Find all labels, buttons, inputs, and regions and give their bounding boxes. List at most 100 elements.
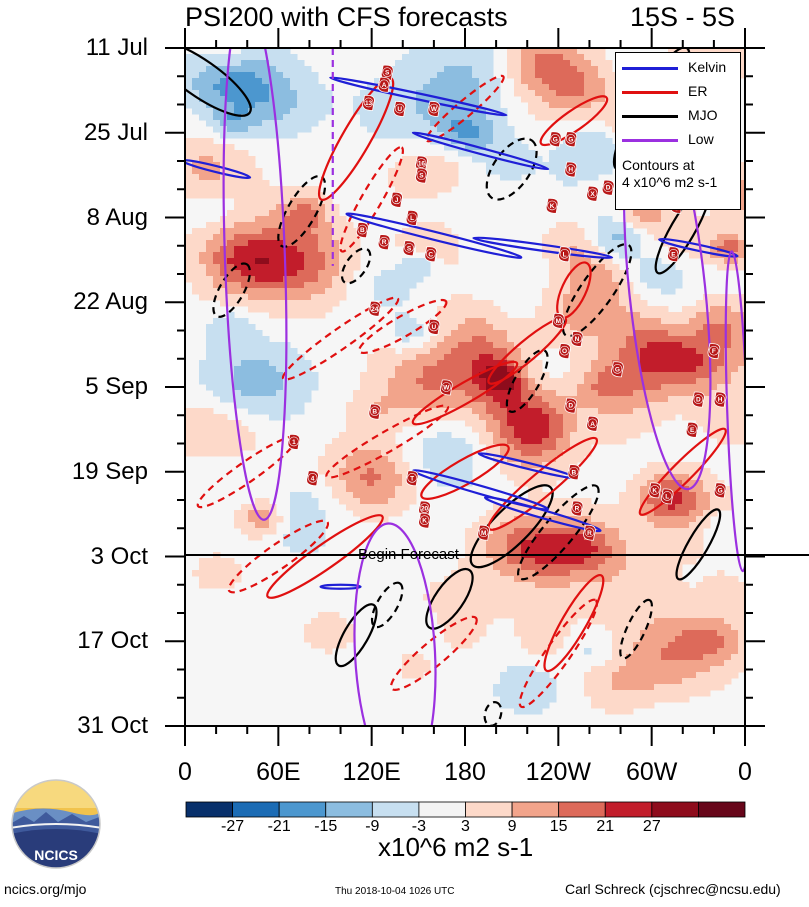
anomaly-cell (696, 300, 704, 307)
anomaly-cell (381, 300, 389, 307)
anomaly-cell (556, 612, 564, 619)
anomaly-cell (696, 330, 704, 337)
anomaly-cell (185, 264, 193, 271)
anomaly-cell (199, 414, 207, 421)
anomaly-cell (192, 174, 200, 181)
anomaly-cell (409, 72, 417, 79)
anomaly-cell (227, 78, 235, 85)
anomaly-cell (269, 132, 277, 139)
anomaly-cell (262, 186, 270, 193)
anomaly-cell (577, 600, 585, 607)
anomaly-cell (507, 360, 515, 367)
anomaly-cell (668, 348, 676, 355)
anomaly-cell (430, 78, 438, 85)
anomaly-cell (276, 402, 284, 409)
anomaly-cell (584, 276, 592, 283)
anomaly-cell (605, 294, 613, 301)
anomaly-cell (668, 642, 676, 649)
anomaly-cell (346, 414, 354, 421)
anomaly-cell (304, 636, 312, 643)
anomaly-cell (507, 444, 515, 451)
anomaly-cell (731, 402, 739, 409)
anomaly-cell (290, 312, 298, 319)
anomaly-cell (717, 366, 725, 373)
anomaly-cell (675, 516, 683, 523)
anomaly-cell (185, 252, 193, 259)
anomaly-cell (465, 606, 473, 613)
anomaly-cell (290, 84, 298, 91)
anomaly-cell (395, 474, 403, 481)
anomaly-cell (612, 318, 620, 325)
anomaly-cell (486, 306, 494, 313)
anomaly-cell (374, 366, 382, 373)
anomaly-cell (724, 240, 732, 247)
anomaly-cell (213, 432, 221, 439)
anomaly-cell (605, 342, 613, 349)
anomaly-cell (318, 276, 326, 283)
anomaly-cell (255, 114, 263, 121)
anomaly-cell (528, 426, 536, 433)
anomaly-cell (598, 414, 606, 421)
anomaly-cell (213, 252, 221, 259)
anomaly-cell (241, 366, 249, 373)
anomaly-cell (395, 72, 403, 79)
anomaly-cell (346, 468, 354, 475)
anomaly-cell (227, 234, 235, 241)
anomaly-cell (234, 216, 242, 223)
anomaly-cell (591, 366, 599, 373)
anomaly-cell (605, 564, 613, 571)
anomaly-cell (311, 204, 319, 211)
anomaly-cell (297, 546, 305, 553)
anomaly-cell (437, 480, 445, 487)
anomaly-cell (514, 150, 522, 157)
anomaly-cell (738, 438, 745, 445)
anomaly-cell (500, 588, 508, 595)
anomaly-cell (696, 492, 704, 499)
anomaly-cell (654, 528, 662, 535)
anomaly-cell (682, 348, 690, 355)
anomaly-cell (395, 384, 403, 391)
anomaly-cell (612, 606, 620, 613)
anomaly-cell (311, 618, 319, 625)
anomaly-cell (472, 414, 480, 421)
anomaly-cell (339, 252, 347, 259)
anomaly-cell (297, 360, 305, 367)
anomaly-cell (507, 426, 515, 433)
anomaly-cell (199, 294, 207, 301)
anomaly-cell (577, 138, 585, 145)
anomaly-cell (549, 78, 557, 85)
anomaly-cell (430, 390, 438, 397)
anomaly-cell (297, 540, 305, 547)
anomaly-cell (437, 186, 445, 193)
anomaly-cell (325, 258, 333, 265)
anomaly-cell (479, 120, 487, 127)
anomaly-cell (675, 474, 683, 481)
anomaly-cell (703, 522, 711, 529)
anomaly-cell (360, 432, 368, 439)
anomaly-cell (402, 312, 410, 319)
anomaly-cell (241, 156, 249, 163)
anomaly-cell (227, 144, 235, 151)
anomaly-cell (444, 612, 452, 619)
anomaly-cell (304, 390, 312, 397)
anomaly-cell (675, 390, 683, 397)
anomaly-cell (514, 396, 522, 403)
anomaly-cell (682, 408, 690, 415)
anomaly-cell (556, 390, 564, 397)
anomaly-cell (619, 546, 627, 553)
anomaly-cell (269, 186, 277, 193)
anomaly-cell (493, 420, 501, 427)
anomaly-cell (269, 48, 277, 55)
anomaly-cell (192, 78, 200, 85)
anomaly-cell (563, 564, 571, 571)
anomaly-cell (668, 582, 676, 589)
anomaly-cell (514, 348, 522, 355)
anomaly-cell (521, 600, 529, 607)
anomaly-cell (479, 102, 487, 109)
anomaly-cell (311, 282, 319, 289)
anomaly-cell (521, 360, 529, 367)
anomaly-cell (297, 522, 305, 529)
anomaly-cell (220, 84, 228, 91)
anomaly-cell (514, 336, 522, 343)
anomaly-cell (542, 534, 550, 541)
